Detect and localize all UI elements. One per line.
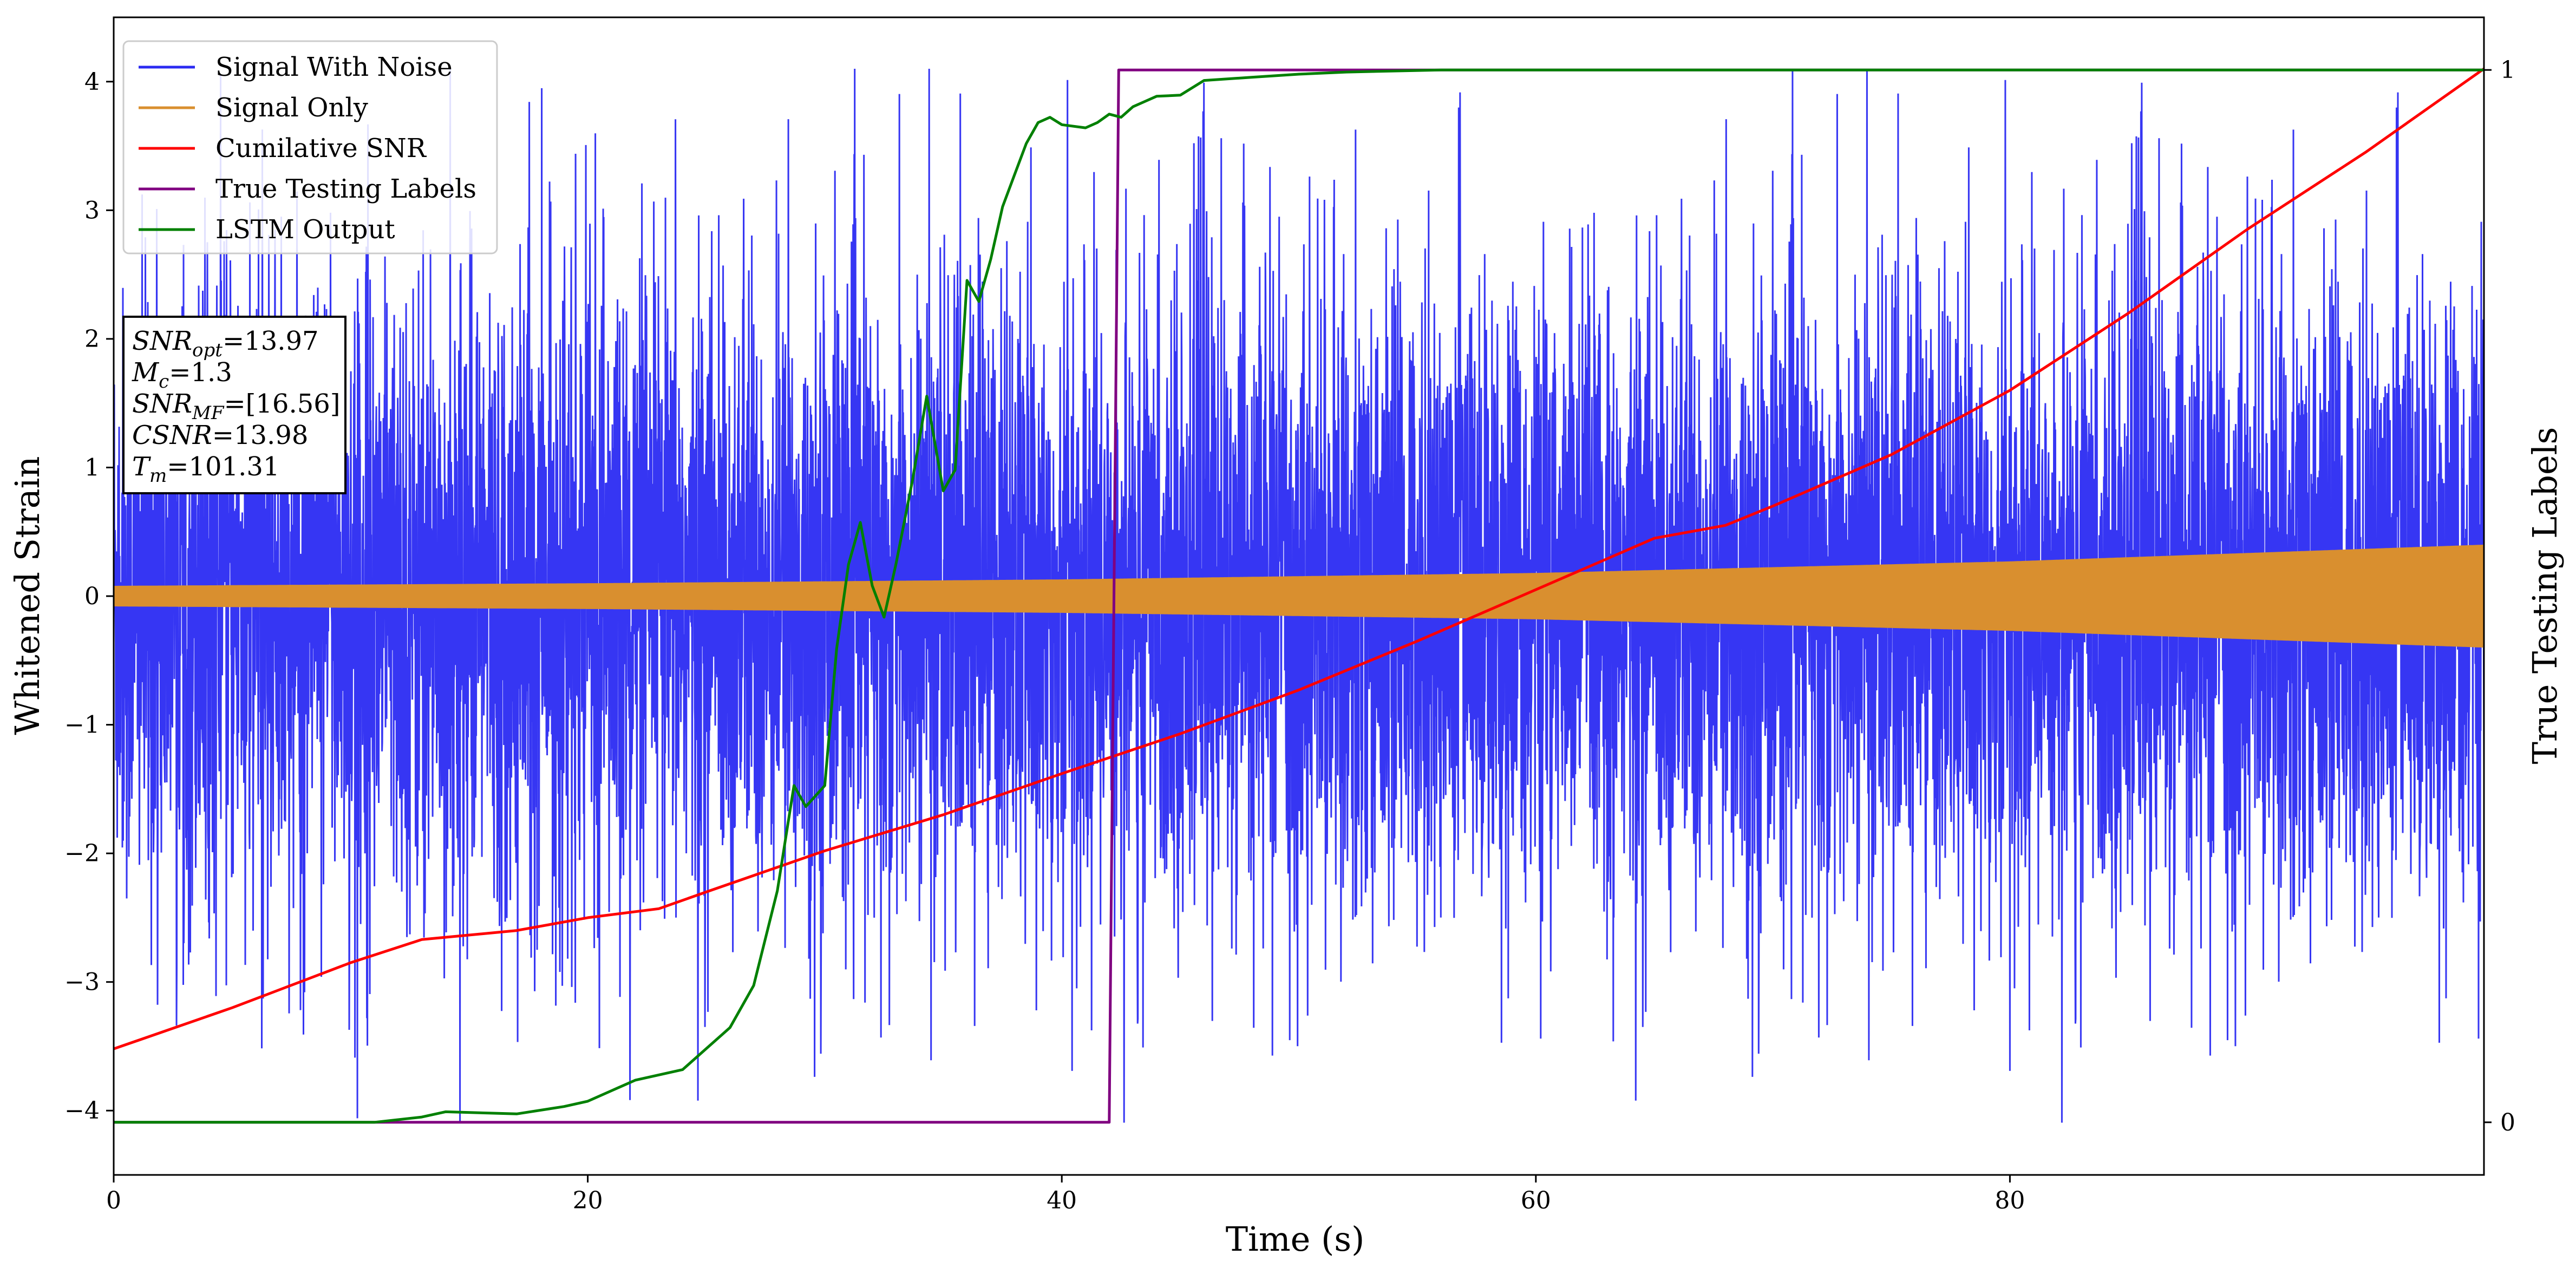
- y-tick-label-left: −3: [64, 969, 100, 996]
- y-axis-label-left: Whitened Strain: [8, 456, 47, 735]
- csnr-text: CSNR=13.98: [132, 420, 308, 450]
- stats-annotation: SNRopt=13.97 Mc=1.3 SNRMF=[16.56] CSNR=1…: [122, 316, 346, 494]
- x-tick-label: 80: [1995, 1187, 2025, 1214]
- y-tick-label-left: 2: [84, 325, 100, 353]
- y-tick-label-left: −4: [64, 1097, 100, 1125]
- y-tick-label-left: 1: [84, 454, 100, 481]
- y-tick-label-right: 1: [2500, 56, 2515, 84]
- plot-area: [114, 67, 2484, 1124]
- legend-label: Signal With Noise: [215, 52, 453, 82]
- y-tick-label-left: −2: [64, 840, 100, 867]
- y-tick-label-left: 4: [84, 68, 100, 96]
- y-axis-right: 01: [2484, 56, 2515, 1136]
- x-tick-label: 40: [1047, 1187, 1077, 1214]
- legend-label: Signal Only: [215, 93, 368, 123]
- y-axis-left: −4 −3 −2 −1 0 1 2 3 4: [64, 68, 114, 1125]
- series-signal-only: [114, 544, 2484, 648]
- x-axis: 0 20 40 60 80: [106, 1175, 2025, 1214]
- stats-box: [122, 316, 346, 494]
- legend-label: True Testing Labels: [215, 174, 476, 204]
- snr-mf-text: SNRMF=[16.56]: [132, 389, 341, 424]
- y-tick-label-left: 0: [84, 583, 100, 610]
- x-tick-label: 0: [106, 1187, 121, 1214]
- y-tick-label-left: −1: [64, 711, 100, 739]
- series-lstm-output: [114, 68, 2484, 1124]
- y-tick-label-left: 3: [84, 197, 100, 224]
- y-axis-label-right: True Testing Labels: [2525, 427, 2565, 765]
- mc-text: Mc=1.3: [132, 357, 232, 393]
- legend-box: [122, 40, 498, 254]
- legend-label: LSTM Output: [215, 214, 395, 245]
- legend-label: Cumilative SNR: [215, 133, 427, 164]
- x-tick-label: 60: [1521, 1187, 1551, 1214]
- tm-text: Tm=101.31: [132, 452, 279, 487]
- x-tick-label: 20: [573, 1187, 603, 1214]
- series-cumilative-snr: [114, 67, 2484, 1050]
- snr-opt-text: SNRopt=13.97: [132, 326, 319, 361]
- legend: Signal With Noise Signal Only Cumilative S…: [122, 40, 498, 254]
- series-signal-with-noise: [114, 68, 2484, 1123]
- x-axis-label: Time (s): [1226, 1219, 1365, 1259]
- y-tick-label-right: 0: [2500, 1109, 2515, 1136]
